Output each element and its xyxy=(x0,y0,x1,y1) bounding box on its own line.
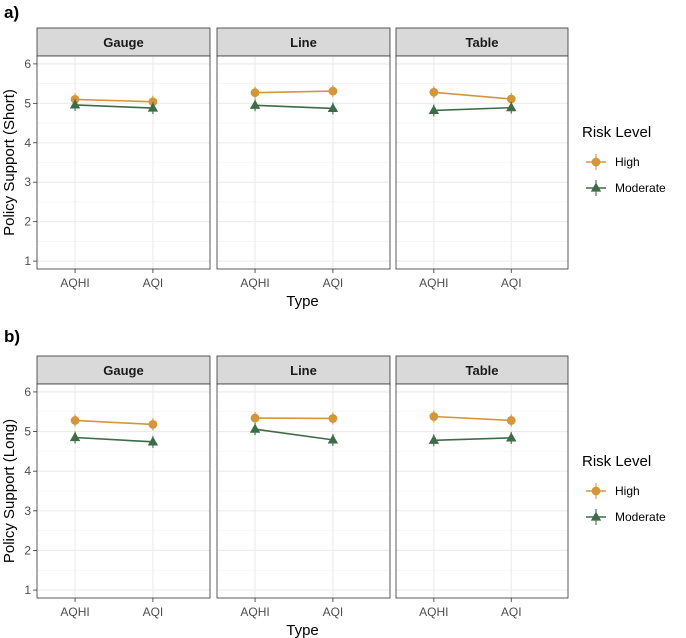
data-point-moderate xyxy=(327,434,339,444)
data-point-high xyxy=(148,97,158,107)
panel-border xyxy=(36,383,211,599)
facet-strip-label: Gauge xyxy=(103,35,143,50)
panel-tag-label: a) xyxy=(4,3,19,22)
y-tick-label: 3 xyxy=(24,175,31,189)
series-line-moderate xyxy=(433,106,512,112)
legend-label-moderate: Moderate xyxy=(615,510,666,524)
legend-label-high: High xyxy=(615,155,640,169)
x-tick-label: AQI xyxy=(501,605,522,619)
data-point-moderate xyxy=(506,432,517,442)
legend-label-high: High xyxy=(615,484,640,498)
legend-key-high xyxy=(591,157,601,167)
x-tick-label: AQHI xyxy=(240,276,269,290)
y-tick-label: 1 xyxy=(24,254,31,268)
data-point-high xyxy=(250,88,260,98)
data-point-moderate xyxy=(428,104,440,115)
panel-tag-label: b) xyxy=(4,327,20,346)
x-tick-label: AQI xyxy=(501,276,522,290)
data-point-high xyxy=(506,416,516,425)
series-line-moderate xyxy=(255,104,333,110)
x-tick-label: AQI xyxy=(323,605,344,619)
facet-strip-label: Line xyxy=(290,35,317,50)
x-tick-label: AQI xyxy=(143,605,164,619)
data-point-moderate xyxy=(428,434,440,444)
y-tick-label: 4 xyxy=(24,464,31,478)
data-point-high xyxy=(429,412,439,421)
x-tick-label: AQI xyxy=(323,276,344,290)
panel-border xyxy=(395,383,569,599)
x-axis-title: Type xyxy=(286,622,319,638)
y-tick-label: 2 xyxy=(24,543,31,557)
facet-strip-label: Table xyxy=(466,35,499,50)
series-line-high xyxy=(75,98,153,103)
y-axis-title: Policy Support (Long) xyxy=(1,419,18,563)
x-tick-label: AQHI xyxy=(419,276,448,290)
y-tick-label: 6 xyxy=(24,385,31,399)
data-point-high xyxy=(328,414,338,423)
data-point-moderate xyxy=(69,432,81,442)
legend-title: Risk Level xyxy=(582,124,651,141)
facet-strip xyxy=(216,27,391,57)
data-point-moderate xyxy=(506,102,517,112)
data-point-high xyxy=(429,87,439,97)
legend-key-moderate xyxy=(590,182,602,192)
x-tick-label: AQI xyxy=(143,276,164,290)
facet-strip-label: Table xyxy=(466,363,499,378)
facet-strip-label: Line xyxy=(290,363,317,378)
facet-strip xyxy=(395,27,569,57)
data-point-high xyxy=(250,413,260,423)
facet-strip xyxy=(395,355,569,385)
legend-key-high xyxy=(591,486,601,496)
facet-strip-label: Gauge xyxy=(103,363,143,378)
y-tick-label: 5 xyxy=(24,96,31,110)
data-point-high xyxy=(328,86,338,96)
data-point-moderate xyxy=(147,102,159,112)
legend-label-moderate: Moderate xyxy=(615,181,666,195)
data-point-moderate xyxy=(249,423,261,433)
y-tick-label: 3 xyxy=(24,504,31,518)
legend-key-moderate xyxy=(590,511,602,521)
panel-border xyxy=(36,55,211,270)
y-tick-label: 5 xyxy=(24,425,31,439)
series-line-moderate xyxy=(433,437,512,442)
data-point-moderate xyxy=(147,436,159,446)
x-axis-title: Type xyxy=(286,293,319,310)
panel-border xyxy=(216,383,391,599)
panel-border xyxy=(395,55,569,270)
y-tick-label: 4 xyxy=(24,136,31,150)
panel-border xyxy=(216,55,391,270)
series-line-high xyxy=(75,419,153,426)
data-point-high xyxy=(506,94,516,104)
legend-title: Risk Level xyxy=(582,453,651,470)
data-point-high xyxy=(70,416,80,425)
data-point-high xyxy=(148,420,158,429)
y-tick-label: 6 xyxy=(24,57,31,71)
series-line-high xyxy=(433,91,512,100)
facet-strip xyxy=(36,27,211,57)
x-tick-label: AQHI xyxy=(419,605,448,619)
facet-strip xyxy=(36,355,211,385)
y-tick-label: 2 xyxy=(24,215,31,229)
y-axis-title: Policy Support (Short) xyxy=(1,89,18,236)
series-line-moderate xyxy=(75,436,153,443)
data-point-moderate xyxy=(327,102,339,113)
series-line-high xyxy=(433,415,512,422)
series-line-high xyxy=(255,90,333,94)
x-tick-label: AQHI xyxy=(60,276,89,290)
series-line-moderate xyxy=(254,428,334,441)
x-tick-label: AQHI xyxy=(60,605,89,619)
data-point-moderate xyxy=(69,99,81,109)
x-tick-label: AQHI xyxy=(240,605,269,619)
series-line-moderate xyxy=(75,104,153,109)
data-point-moderate xyxy=(249,99,261,109)
y-tick-label: 1 xyxy=(24,583,31,597)
